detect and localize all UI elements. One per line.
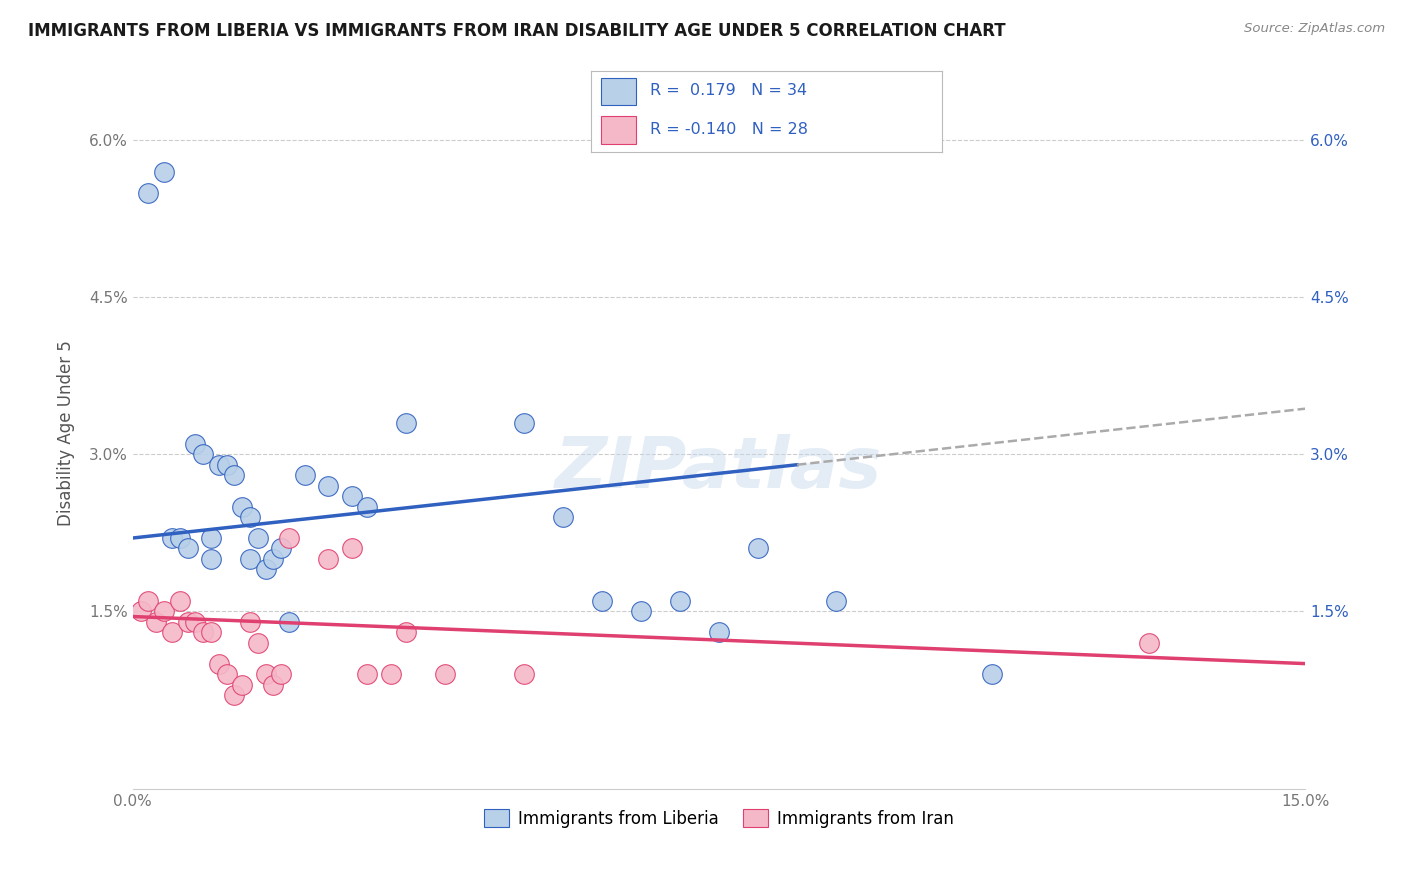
Point <box>278 531 301 545</box>
Point <box>356 500 378 514</box>
Point <box>254 667 277 681</box>
Point <box>215 667 238 681</box>
Text: Source: ZipAtlas.com: Source: ZipAtlas.com <box>1244 22 1385 36</box>
Point <box>263 552 285 566</box>
Point <box>200 625 222 640</box>
Point <box>263 677 285 691</box>
Point <box>246 531 269 545</box>
Point <box>395 625 418 640</box>
Point <box>176 541 198 556</box>
Point <box>153 604 176 618</box>
Point <box>231 677 253 691</box>
Point <box>129 604 152 618</box>
Point <box>145 615 167 629</box>
Text: R = -0.140   N = 28: R = -0.140 N = 28 <box>650 121 808 136</box>
Point <box>239 510 262 524</box>
Point <box>591 594 613 608</box>
Point <box>356 667 378 681</box>
Point <box>340 541 363 556</box>
Point <box>200 531 222 545</box>
FancyBboxPatch shape <box>602 116 636 144</box>
Point <box>169 531 191 545</box>
Point <box>316 478 339 492</box>
Point <box>184 615 207 629</box>
Point <box>512 667 534 681</box>
Point <box>270 667 292 681</box>
Point <box>707 625 730 640</box>
Point <box>224 688 246 702</box>
Text: ZIPatlas: ZIPatlas <box>555 434 883 503</box>
Point <box>160 531 183 545</box>
Point <box>434 667 457 681</box>
Text: IMMIGRANTS FROM LIBERIA VS IMMIGRANTS FROM IRAN DISABILITY AGE UNDER 5 CORRELATI: IMMIGRANTS FROM LIBERIA VS IMMIGRANTS FR… <box>28 22 1005 40</box>
Point <box>246 635 269 649</box>
Point <box>224 468 246 483</box>
Point <box>138 594 160 608</box>
Y-axis label: Disability Age Under 5: Disability Age Under 5 <box>58 341 75 526</box>
Point <box>669 594 692 608</box>
Point <box>239 552 262 566</box>
Point <box>254 562 277 576</box>
Point <box>169 594 191 608</box>
Legend: Immigrants from Liberia, Immigrants from Iran: Immigrants from Liberia, Immigrants from… <box>478 803 960 834</box>
Point <box>200 552 222 566</box>
Point <box>231 500 253 514</box>
FancyBboxPatch shape <box>602 78 636 105</box>
Point <box>215 458 238 472</box>
Point <box>153 164 176 178</box>
Point <box>191 447 214 461</box>
Point <box>825 594 848 608</box>
Point <box>176 615 198 629</box>
Point <box>208 657 231 671</box>
Point <box>294 468 316 483</box>
Point <box>208 458 231 472</box>
Point <box>395 416 418 430</box>
Point <box>138 186 160 200</box>
Point <box>747 541 769 556</box>
Text: R =  0.179   N = 34: R = 0.179 N = 34 <box>650 83 807 98</box>
Point <box>278 615 301 629</box>
Point <box>184 437 207 451</box>
Point <box>1137 635 1160 649</box>
Point <box>191 625 214 640</box>
Point <box>340 489 363 503</box>
Point <box>630 604 652 618</box>
Point <box>512 416 534 430</box>
Point <box>981 667 1004 681</box>
Point <box>380 667 402 681</box>
Point <box>270 541 292 556</box>
Point <box>316 552 339 566</box>
Point <box>551 510 574 524</box>
Point <box>239 615 262 629</box>
Point <box>160 625 183 640</box>
